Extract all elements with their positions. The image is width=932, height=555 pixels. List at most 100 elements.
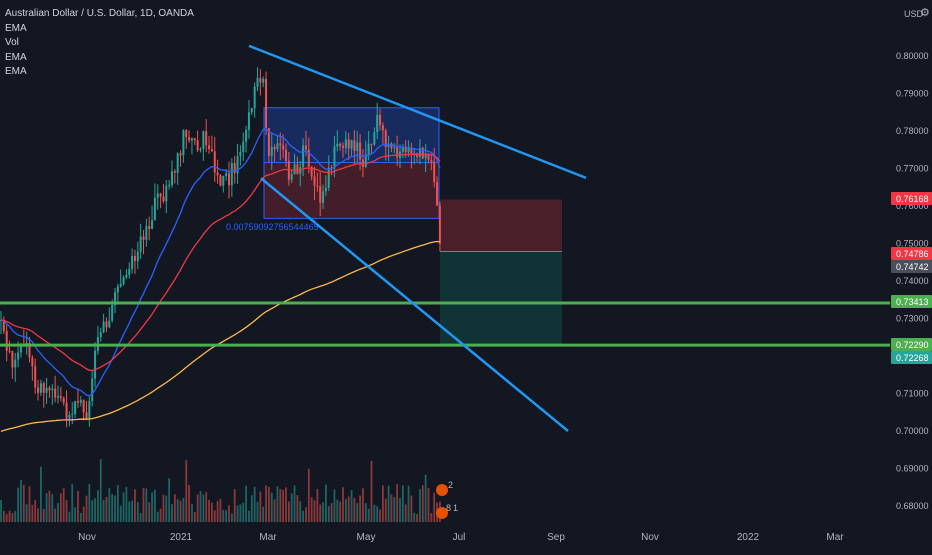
candle[interactable] bbox=[376, 114, 379, 133]
candle[interactable] bbox=[407, 148, 410, 153]
candle[interactable] bbox=[430, 159, 433, 162]
candle[interactable] bbox=[76, 401, 79, 403]
candle[interactable] bbox=[404, 146, 407, 153]
candle[interactable] bbox=[136, 251, 139, 262]
candle[interactable] bbox=[57, 396, 59, 398]
candle[interactable] bbox=[105, 321, 108, 328]
candle[interactable] bbox=[259, 77, 262, 83]
ema-fast-line[interactable] bbox=[0, 128, 441, 397]
candle[interactable] bbox=[165, 185, 168, 202]
candle[interactable] bbox=[322, 191, 325, 203]
indicator-ema-2[interactable]: EMA bbox=[5, 51, 27, 63]
candle[interactable] bbox=[79, 400, 82, 403]
candle[interactable] bbox=[133, 255, 136, 262]
candle[interactable] bbox=[438, 205, 441, 245]
candle[interactable] bbox=[2, 319, 5, 332]
candle[interactable] bbox=[285, 149, 287, 161]
candle[interactable] bbox=[353, 140, 356, 151]
candle[interactable] bbox=[319, 186, 322, 203]
candle[interactable] bbox=[239, 152, 242, 157]
candle[interactable] bbox=[48, 387, 51, 391]
candle[interactable] bbox=[45, 387, 48, 393]
candle[interactable] bbox=[299, 167, 302, 174]
candle[interactable] bbox=[139, 236, 142, 252]
candle[interactable] bbox=[256, 77, 259, 87]
candle[interactable] bbox=[51, 388, 54, 391]
candle[interactable] bbox=[179, 153, 182, 156]
candle[interactable] bbox=[125, 274, 128, 278]
short-position-stop-zone[interactable] bbox=[440, 199, 562, 252]
candle[interactable] bbox=[142, 236, 145, 240]
candle[interactable] bbox=[350, 140, 353, 149]
candle[interactable] bbox=[37, 387, 40, 393]
candle[interactable] bbox=[114, 292, 116, 306]
candle[interactable] bbox=[131, 255, 134, 269]
candle[interactable] bbox=[433, 161, 436, 183]
candle[interactable] bbox=[54, 388, 57, 398]
candle[interactable] bbox=[82, 400, 85, 413]
gear-icon[interactable]: ⚙ bbox=[920, 7, 930, 19]
candle[interactable] bbox=[205, 131, 208, 146]
range-box-lower[interactable] bbox=[263, 162, 440, 219]
candle[interactable] bbox=[344, 139, 347, 148]
candle[interactable] bbox=[364, 154, 367, 167]
candle[interactable] bbox=[410, 148, 413, 156]
candle[interactable] bbox=[262, 78, 265, 83]
candle[interactable] bbox=[59, 396, 62, 398]
candle[interactable] bbox=[327, 167, 330, 188]
event-icon[interactable] bbox=[436, 507, 448, 519]
candle[interactable] bbox=[99, 332, 102, 338]
candle[interactable] bbox=[199, 149, 202, 151]
candle[interactable] bbox=[31, 357, 34, 367]
candle[interactable] bbox=[17, 352, 20, 360]
candle[interactable] bbox=[356, 142, 359, 151]
candle[interactable] bbox=[122, 277, 125, 284]
candle[interactable] bbox=[39, 383, 42, 393]
indicator-ema-3[interactable]: EMA bbox=[5, 66, 27, 77]
candle[interactable] bbox=[188, 137, 191, 141]
candle[interactable] bbox=[19, 344, 22, 353]
candle[interactable] bbox=[304, 145, 307, 150]
candle[interactable] bbox=[424, 153, 427, 159]
candle[interactable] bbox=[102, 321, 105, 333]
symbol-title[interactable]: Australian Dollar / U.S. Dollar, 1D, OAN… bbox=[5, 8, 194, 19]
candle[interactable] bbox=[401, 146, 404, 152]
candle[interactable] bbox=[208, 145, 211, 150]
candle[interactable] bbox=[5, 331, 8, 351]
candle[interactable] bbox=[242, 141, 245, 153]
candle[interactable] bbox=[162, 196, 165, 202]
candle[interactable] bbox=[185, 130, 188, 138]
candle[interactable] bbox=[436, 182, 439, 206]
candle[interactable] bbox=[282, 145, 285, 150]
candle[interactable] bbox=[8, 350, 11, 352]
candle[interactable] bbox=[230, 163, 233, 186]
candle[interactable] bbox=[216, 172, 219, 176]
candle[interactable] bbox=[373, 132, 376, 145]
candle[interactable] bbox=[247, 112, 250, 130]
candle[interactable] bbox=[310, 166, 313, 177]
candle[interactable] bbox=[65, 402, 68, 419]
candle[interactable] bbox=[176, 153, 179, 173]
candle[interactable] bbox=[236, 156, 239, 174]
candle[interactable] bbox=[359, 142, 362, 160]
candle[interactable] bbox=[396, 147, 399, 158]
candle[interactable] bbox=[71, 413, 74, 416]
candle[interactable] bbox=[119, 283, 122, 287]
upper-trendline[interactable] bbox=[248, 44, 587, 180]
candle[interactable] bbox=[62, 397, 65, 403]
candle[interactable] bbox=[324, 187, 327, 192]
candle[interactable] bbox=[381, 125, 384, 131]
candle[interactable] bbox=[14, 359, 17, 368]
candle[interactable] bbox=[393, 147, 396, 149]
candle[interactable] bbox=[11, 350, 14, 368]
flag-icon[interactable] bbox=[436, 484, 448, 496]
candle[interactable] bbox=[193, 138, 196, 141]
candle[interactable] bbox=[421, 147, 424, 159]
candle[interactable] bbox=[336, 143, 339, 147]
candle[interactable] bbox=[293, 164, 296, 175]
candle[interactable] bbox=[145, 226, 148, 240]
candle[interactable] bbox=[222, 176, 225, 186]
candle[interactable] bbox=[42, 383, 45, 393]
candle[interactable] bbox=[302, 145, 305, 168]
